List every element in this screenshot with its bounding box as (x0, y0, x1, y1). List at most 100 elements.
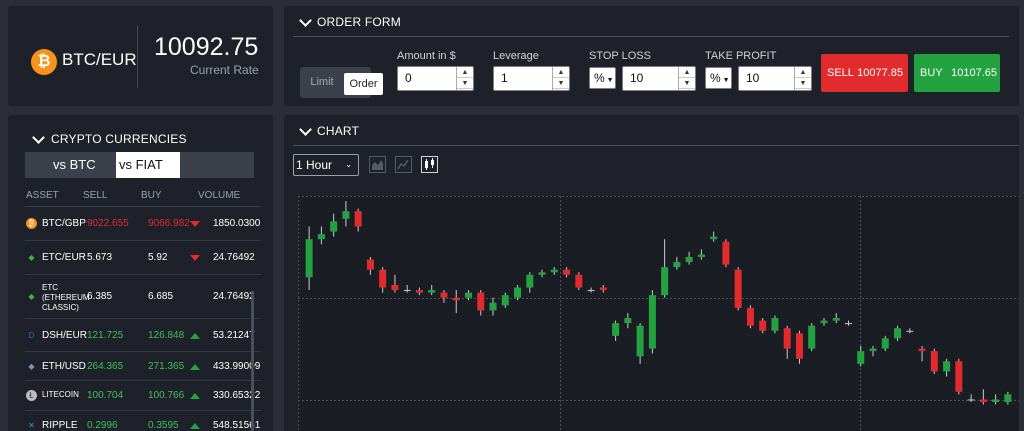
candle (464, 292, 472, 298)
table-row[interactable]: ₿ BTC/GBP 9022.655 9066.982 1850.0300 (25, 207, 261, 241)
tab-vs-fiat[interactable]: vs FIAT (116, 152, 180, 178)
crypto-currencies-panel: CRYPTO CURRENCIES vs BTC vs FIAT ASSET S… (8, 115, 273, 431)
stepper-up-icon[interactable]: ▲ (553, 67, 569, 78)
stepper-up-icon[interactable]: ▲ (795, 67, 811, 78)
trend-up-icon (190, 423, 200, 429)
candle (845, 323, 853, 325)
candle (869, 348, 877, 352)
sell-price: 100.704 (87, 390, 124, 401)
take-profit-label: TAKE PROFIT (705, 50, 777, 62)
leverage-stepper[interactable]: ▲ ▼ (552, 67, 569, 90)
take-profit-unit-select[interactable]: % ▼ (705, 67, 732, 89)
table-row[interactable]: Ł LITECOIN 100.704 100.766 330.65322 (25, 381, 261, 411)
chevron-down-icon: ▼ (722, 77, 730, 84)
interval-value: 1 Hour (296, 158, 333, 172)
table-row[interactable]: ◆ ETC/EUR 5.673 5.92 24.76492 (25, 241, 261, 275)
candle (673, 262, 681, 268)
asset-name: RIPPLE (42, 420, 78, 431)
stepper-down-icon[interactable]: ▼ (457, 78, 473, 89)
amount-label: Amount in $ (397, 50, 456, 62)
table-row[interactable]: ◆ ETC (ETHEREUM CLASSIC) 6.385 6.685 24.76492 (25, 275, 261, 319)
amount-stepper[interactable]: ▲ ▼ (456, 67, 473, 90)
stepper-down-icon[interactable]: ▼ (679, 78, 695, 89)
table-row[interactable]: ◆ ETH/USD 264.365 271.365 433.99009 (25, 352, 261, 381)
stepper-down-icon[interactable]: ▼ (553, 78, 569, 89)
take-profit-input[interactable]: 10 ▲ ▼ (738, 66, 812, 91)
table-row[interactable]: ✕ RIPPLE 0.2996 0.3595 548.51561 (25, 411, 261, 431)
stop-loss-unit-select[interactable]: % ▼ (589, 67, 616, 89)
buy-price: 0.3595 (148, 420, 179, 431)
divider (293, 36, 1009, 37)
stepper-down-icon[interactable]: ▼ (795, 78, 811, 89)
stop-loss-value: 10 (630, 71, 644, 85)
candle (612, 323, 620, 336)
candle (746, 307, 754, 326)
column-header-volume: VOLUME (198, 190, 241, 201)
trend-down-icon (190, 221, 200, 227)
table-row[interactable]: D DSH/EUR 121.725 126.848 53.21247 (25, 319, 261, 352)
order-form-panel: ORDER FORM Limit Order Amount in $ 0 ▲ ▼ … (284, 6, 1019, 106)
amount-input[interactable]: 0 ▲ ▼ (397, 66, 474, 91)
buy-button[interactable]: BUY 10107.65 (914, 54, 1000, 92)
column-header-sell: SELL (83, 190, 108, 201)
asset-name: LITECOIN (42, 390, 79, 399)
candle (452, 297, 460, 301)
stepper-up-icon[interactable]: ▲ (679, 67, 695, 78)
trend-down-icon (190, 255, 200, 261)
sell-price: 0.2996 (87, 420, 118, 431)
candle (489, 302, 497, 311)
chevron-down-icon[interactable] (299, 14, 312, 27)
ticker-pair: BTC/EUR (62, 50, 137, 69)
asset-name: ETH/USD (42, 361, 86, 372)
buy-label: BUY (920, 67, 943, 79)
take-profit-value: 10 (746, 71, 760, 85)
candle (563, 269, 571, 275)
stop-loss-input[interactable]: 10 ▲ ▼ (622, 66, 696, 91)
candle (379, 269, 387, 288)
bitcoin-icon: ₿ (26, 218, 37, 229)
candle (832, 318, 840, 321)
limit-option[interactable]: Limit (310, 76, 334, 88)
volume-value: 548.51561 (213, 420, 261, 431)
buy-price: 10107.65 (951, 67, 997, 79)
candle (955, 361, 963, 392)
candle (808, 325, 816, 349)
asset-name: DSH/EUR (42, 330, 88, 341)
stepper-up-icon[interactable]: ▲ (457, 67, 473, 78)
crypto-title: CRYPTO CURRENCIES (51, 132, 187, 146)
scrollbar[interactable] (251, 291, 254, 431)
amount-value: 0 (405, 71, 412, 85)
candlestick-chart-icon[interactable] (421, 156, 438, 173)
candle (624, 318, 632, 324)
take-profit-stepper[interactable]: ▲ ▼ (794, 67, 811, 90)
candle (599, 287, 607, 291)
stop-loss-stepper[interactable]: ▲ ▼ (678, 67, 695, 90)
order-option[interactable]: Order (344, 73, 383, 95)
candle (636, 325, 644, 357)
tab-vs-btc[interactable]: vs BTC (53, 157, 96, 172)
candle (771, 318, 779, 331)
ripple-icon: ✕ (28, 421, 35, 430)
interval-select[interactable]: 1 Hour ⌄ (293, 154, 359, 176)
chevron-down-icon[interactable] (32, 131, 45, 144)
chevron-down-icon[interactable] (299, 123, 312, 136)
leverage-input[interactable]: 1 ▲ ▼ (493, 66, 570, 91)
candle (967, 399, 975, 401)
candle (710, 236, 718, 240)
volume-value: 433.99009 (213, 361, 261, 372)
line-chart-icon[interactable] (395, 156, 412, 173)
candle (501, 295, 509, 306)
litecoin-icon: Ł (26, 390, 37, 401)
candle (550, 269, 558, 273)
bitcoin-icon: ₿ (31, 49, 57, 75)
sell-price: 264.365 (87, 361, 124, 372)
ethereum-icon: ◆ (28, 362, 35, 371)
current-rate-label: Current Rate (190, 63, 259, 77)
stop-loss-label: STOP LOSS (589, 50, 651, 62)
candle (722, 241, 730, 265)
candle (992, 399, 1000, 403)
area-chart-icon[interactable] (369, 156, 386, 173)
volume-value: 24.76492 (213, 252, 255, 263)
candle (587, 290, 595, 292)
sell-button[interactable]: SELL 10077.85 (821, 54, 908, 92)
